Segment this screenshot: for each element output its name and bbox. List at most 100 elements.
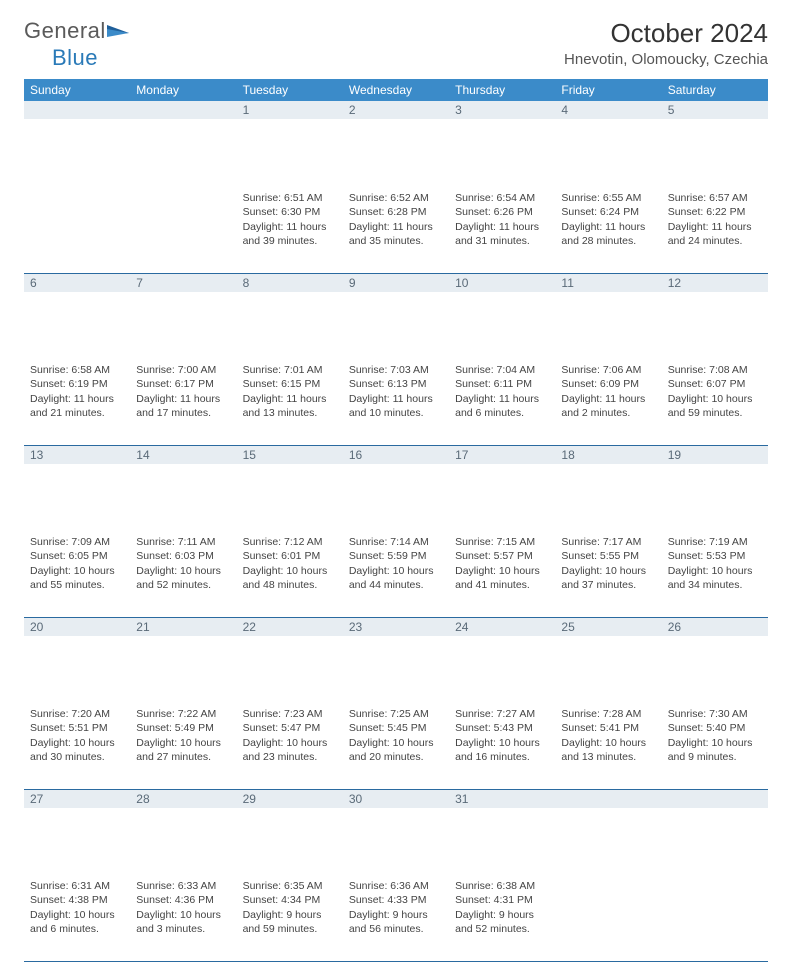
day-day1: Daylight: 10 hours (561, 564, 655, 578)
day-day1: Daylight: 10 hours (349, 736, 443, 750)
day-sunset: Sunset: 6:24 PM (561, 205, 655, 219)
day-day1: Daylight: 10 hours (30, 908, 124, 922)
day-day2: and 23 minutes. (243, 750, 337, 764)
day-number: 11 (555, 274, 661, 292)
day-cell (662, 875, 768, 961)
day-number: 5 (662, 101, 768, 119)
day-day1: Daylight: 11 hours (349, 392, 443, 406)
brand-text: General Blue (24, 18, 129, 71)
day-cell: Sunrise: 7:23 AMSunset: 5:47 PMDaylight:… (237, 703, 343, 789)
day-day1: Daylight: 10 hours (136, 908, 230, 922)
day-cell (24, 187, 130, 273)
day-content: Sunrise: 6:55 AMSunset: 6:24 PMDaylight:… (555, 187, 661, 254)
day-sunset: Sunset: 6:15 PM (243, 377, 337, 391)
day-number: 29 (237, 790, 343, 808)
day-content: Sunrise: 6:31 AMSunset: 4:38 PMDaylight:… (24, 875, 130, 942)
weekday-header: Wednesday (343, 79, 449, 101)
day-day1: Daylight: 10 hours (561, 736, 655, 750)
day-cell: Sunrise: 7:12 AMSunset: 6:01 PMDaylight:… (237, 531, 343, 617)
day-day2: and 39 minutes. (243, 234, 337, 248)
day-day1: Daylight: 11 hours (561, 220, 655, 234)
day-day1: Daylight: 11 hours (668, 220, 762, 234)
day-day2: and 55 minutes. (30, 578, 124, 592)
day-day1: Daylight: 9 hours (349, 908, 443, 922)
day-cell: Sunrise: 7:30 AMSunset: 5:40 PMDaylight:… (662, 703, 768, 789)
week-daynum-row: 2728293031 (24, 789, 768, 875)
day-cell: Sunrise: 7:08 AMSunset: 6:07 PMDaylight:… (662, 359, 768, 445)
day-day1: Daylight: 11 hours (455, 220, 549, 234)
day-content: Sunrise: 7:30 AMSunset: 5:40 PMDaylight:… (662, 703, 768, 770)
day-number: 14 (130, 446, 236, 464)
day-sunrise: Sunrise: 7:19 AM (668, 535, 762, 549)
day-sunrise: Sunrise: 7:17 AM (561, 535, 655, 549)
day-sunrise: Sunrise: 7:25 AM (349, 707, 443, 721)
day-number: 2 (343, 101, 449, 119)
day-content: Sunrise: 7:04 AMSunset: 6:11 PMDaylight:… (449, 359, 555, 426)
day-number: 21 (130, 618, 236, 636)
day-number-cell: 30 (343, 789, 449, 875)
day-number-cell: 28 (130, 789, 236, 875)
day-sunset: Sunset: 6:28 PM (349, 205, 443, 219)
day-sunset: Sunset: 5:57 PM (455, 549, 549, 563)
day-day1: Daylight: 10 hours (30, 564, 124, 578)
day-cell: Sunrise: 7:00 AMSunset: 6:17 PMDaylight:… (130, 359, 236, 445)
day-content: Sunrise: 7:17 AMSunset: 5:55 PMDaylight:… (555, 531, 661, 598)
day-number-cell (130, 101, 236, 187)
day-cell: Sunrise: 7:27 AMSunset: 5:43 PMDaylight:… (449, 703, 555, 789)
day-sunrise: Sunrise: 6:35 AM (243, 879, 337, 893)
day-day1: Daylight: 10 hours (243, 736, 337, 750)
day-cell: Sunrise: 7:17 AMSunset: 5:55 PMDaylight:… (555, 531, 661, 617)
day-number-cell: 12 (662, 273, 768, 359)
day-day2: and 10 minutes. (349, 406, 443, 420)
day-sunrise: Sunrise: 7:00 AM (136, 363, 230, 377)
day-sunrise: Sunrise: 7:20 AM (30, 707, 124, 721)
day-content (130, 187, 236, 197)
day-number-cell: 14 (130, 445, 236, 531)
day-number-cell: 24 (449, 617, 555, 703)
day-cell: Sunrise: 7:19 AMSunset: 5:53 PMDaylight:… (662, 531, 768, 617)
day-number-cell: 21 (130, 617, 236, 703)
day-number-cell (662, 789, 768, 875)
day-content: Sunrise: 7:06 AMSunset: 6:09 PMDaylight:… (555, 359, 661, 426)
day-number-cell: 2 (343, 101, 449, 187)
day-cell: Sunrise: 6:33 AMSunset: 4:36 PMDaylight:… (130, 875, 236, 961)
day-cell: Sunrise: 7:03 AMSunset: 6:13 PMDaylight:… (343, 359, 449, 445)
day-cell: Sunrise: 6:36 AMSunset: 4:33 PMDaylight:… (343, 875, 449, 961)
day-day2: and 52 minutes. (136, 578, 230, 592)
day-cell: Sunrise: 6:58 AMSunset: 6:19 PMDaylight:… (24, 359, 130, 445)
day-sunset: Sunset: 6:01 PM (243, 549, 337, 563)
day-content: Sunrise: 7:27 AMSunset: 5:43 PMDaylight:… (449, 703, 555, 770)
day-sunrise: Sunrise: 7:09 AM (30, 535, 124, 549)
day-number-cell (24, 101, 130, 187)
day-number-cell: 8 (237, 273, 343, 359)
day-number: 16 (343, 446, 449, 464)
day-number-cell: 1 (237, 101, 343, 187)
day-day2: and 3 minutes. (136, 922, 230, 936)
day-number-cell: 25 (555, 617, 661, 703)
day-sunset: Sunset: 5:47 PM (243, 721, 337, 735)
day-content: Sunrise: 6:52 AMSunset: 6:28 PMDaylight:… (343, 187, 449, 254)
day-sunset: Sunset: 6:30 PM (243, 205, 337, 219)
week-daynum-row: 6789101112 (24, 273, 768, 359)
day-cell: Sunrise: 6:51 AMSunset: 6:30 PMDaylight:… (237, 187, 343, 273)
day-content: Sunrise: 7:19 AMSunset: 5:53 PMDaylight:… (662, 531, 768, 598)
day-sunrise: Sunrise: 6:31 AM (30, 879, 124, 893)
day-cell: Sunrise: 7:06 AMSunset: 6:09 PMDaylight:… (555, 359, 661, 445)
day-sunrise: Sunrise: 6:52 AM (349, 191, 443, 205)
day-number-cell: 7 (130, 273, 236, 359)
weekday-header: Tuesday (237, 79, 343, 101)
day-day2: and 28 minutes. (561, 234, 655, 248)
day-day1: Daylight: 11 hours (455, 392, 549, 406)
day-number-cell: 15 (237, 445, 343, 531)
day-content: Sunrise: 7:12 AMSunset: 6:01 PMDaylight:… (237, 531, 343, 598)
day-sunrise: Sunrise: 7:01 AM (243, 363, 337, 377)
day-number-cell (555, 789, 661, 875)
day-sunrise: Sunrise: 7:06 AM (561, 363, 655, 377)
day-day2: and 59 minutes. (243, 922, 337, 936)
week-daynum-row: 20212223242526 (24, 617, 768, 703)
day-sunset: Sunset: 6:26 PM (455, 205, 549, 219)
day-number-cell: 29 (237, 789, 343, 875)
week-row: Sunrise: 7:09 AMSunset: 6:05 PMDaylight:… (24, 531, 768, 617)
brand-logo: General Blue (24, 18, 129, 71)
day-content: Sunrise: 7:23 AMSunset: 5:47 PMDaylight:… (237, 703, 343, 770)
